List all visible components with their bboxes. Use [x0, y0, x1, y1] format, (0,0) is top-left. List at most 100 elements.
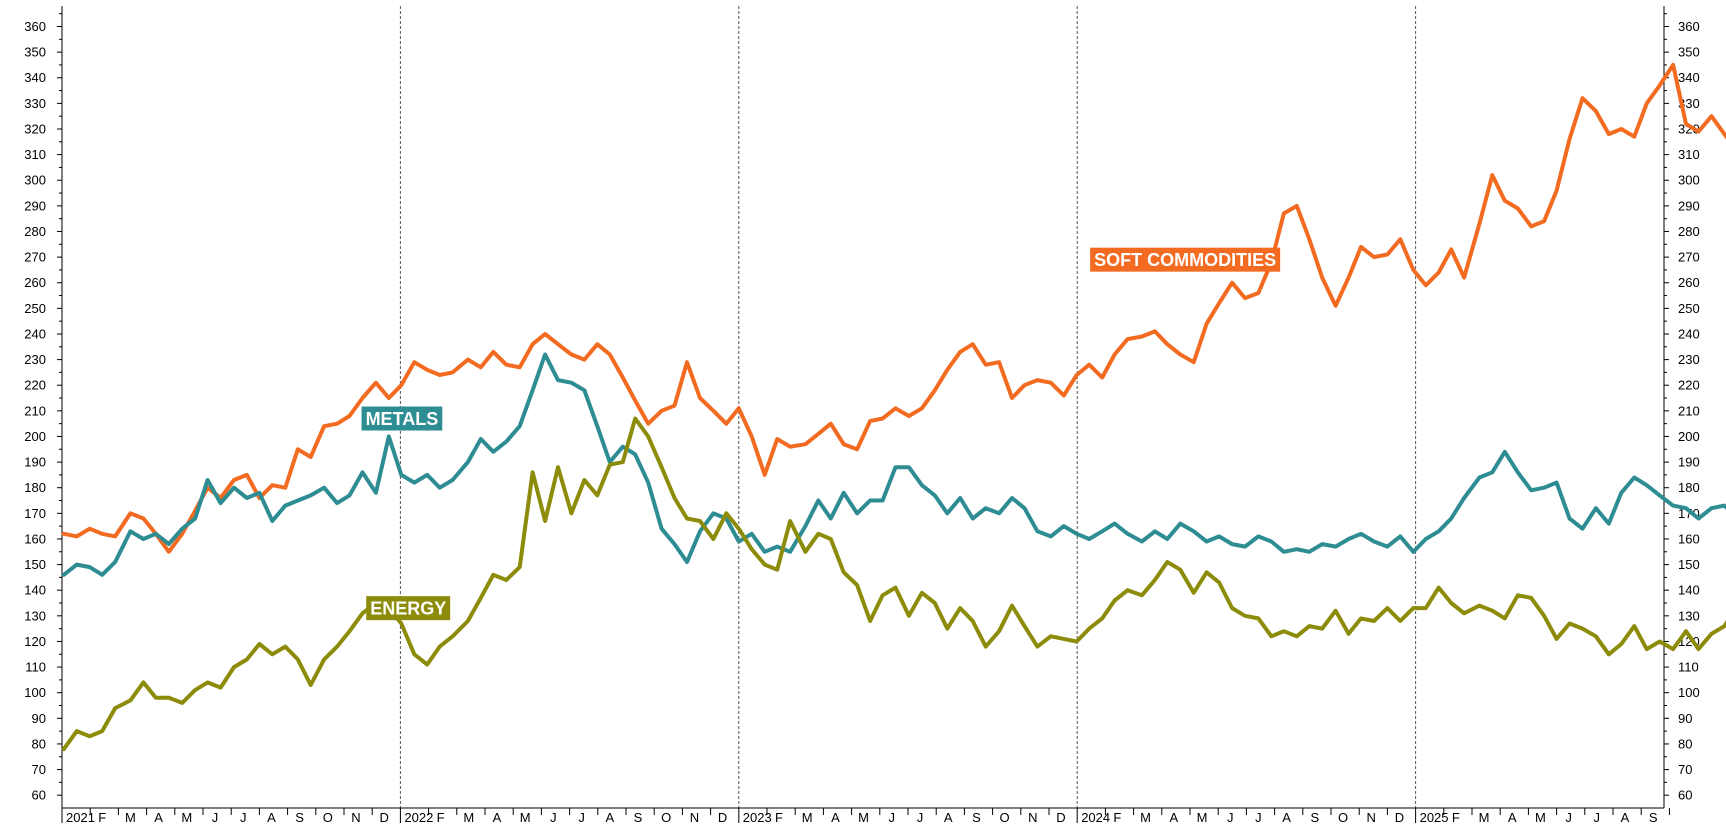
- x-tick-label: S: [1649, 810, 1658, 825]
- x-tick-label: A: [493, 810, 502, 825]
- x-tick-label: M: [1479, 810, 1490, 825]
- x-tick-label: A: [831, 810, 840, 825]
- x-tick-label: F: [98, 810, 106, 825]
- series-line-soft-commodities: [61, 62, 1726, 554]
- x-tick-label: M: [1535, 810, 1546, 825]
- x-tick-label: S: [1310, 810, 1319, 825]
- y-tick-label-left: 190: [24, 455, 46, 470]
- y-tick-label-left: 250: [24, 301, 46, 316]
- y-tick-label-right: 310: [1678, 147, 1700, 162]
- y-tick-label-right: 90: [1678, 711, 1692, 726]
- x-tick-label: J: [889, 810, 896, 825]
- y-tick-label-right: 300: [1678, 173, 1700, 188]
- x-tick-label: N: [351, 810, 360, 825]
- x-tick-label: 2025: [1420, 810, 1449, 825]
- x-tick-label: F: [1113, 810, 1121, 825]
- x-tick-label: F: [1452, 810, 1460, 825]
- x-tick-label: M: [125, 810, 136, 825]
- x-tick-label: J: [917, 810, 924, 825]
- x-tick-label: M: [1197, 810, 1208, 825]
- y-tick-label-right: 220: [1678, 378, 1700, 393]
- y-tick-label-right: 70: [1678, 762, 1692, 777]
- y-tick-label-left: 220: [24, 378, 46, 393]
- y-tick-label-left: 280: [24, 224, 46, 239]
- y-tick-label-right: 100: [1678, 685, 1700, 700]
- y-tick-label-left: 340: [24, 70, 46, 85]
- y-tick-label-right: 160: [1678, 531, 1700, 546]
- x-tick-label: M: [1140, 810, 1151, 825]
- y-tick-label-left: 170: [24, 506, 46, 521]
- x-tick-label: D: [1395, 810, 1404, 825]
- series-label-text: ENERGY: [370, 599, 446, 619]
- x-tick-label: A: [154, 810, 163, 825]
- x-tick-label: 2023: [743, 810, 772, 825]
- x-tick-label: J: [212, 810, 219, 825]
- y-tick-label-left: 330: [24, 96, 46, 111]
- y-tick-label-left: 100: [24, 685, 46, 700]
- y-tick-label-right: 320: [1678, 121, 1700, 136]
- y-tick-label-right: 290: [1678, 198, 1700, 213]
- x-tick-label: A: [944, 810, 953, 825]
- x-tick-label: M: [181, 810, 192, 825]
- y-tick-label-right: 80: [1678, 736, 1692, 751]
- x-tick-label: J: [1565, 810, 1572, 825]
- series-line-metals: [61, 352, 1726, 577]
- y-tick-label-right: 280: [1678, 224, 1700, 239]
- y-tick-label-left: 130: [24, 608, 46, 623]
- y-tick-label-left: 70: [32, 762, 46, 777]
- y-tick-label-left: 270: [24, 250, 46, 265]
- x-tick-label: 2021: [66, 810, 95, 825]
- series-label-text: METALS: [366, 409, 439, 429]
- x-tick-label: J: [578, 810, 585, 825]
- x-tick-label: M: [802, 810, 813, 825]
- series-line-energy: [61, 416, 1726, 752]
- series-label-box: [361, 406, 443, 431]
- x-tick-label: O: [1338, 810, 1348, 825]
- y-tick-label-right: 190: [1678, 455, 1700, 470]
- x-tick-label: M: [520, 810, 531, 825]
- y-tick-label-right: 260: [1678, 275, 1700, 290]
- y-tick-label-left: 150: [24, 557, 46, 572]
- y-tick-label-left: 160: [24, 531, 46, 546]
- y-tick-label-right: 140: [1678, 583, 1700, 598]
- x-tick-label: N: [1367, 810, 1376, 825]
- y-tick-label-right: 60: [1678, 788, 1692, 803]
- y-tick-label-left: 210: [24, 403, 46, 418]
- y-tick-label-left: 110: [25, 660, 46, 675]
- y-tick-label-right: 350: [1678, 45, 1700, 60]
- series-label-soft-commodities: SOFT COMMODITIES: [1090, 247, 1281, 272]
- y-tick-label-right: 360: [1678, 19, 1700, 34]
- y-tick-label-right: 240: [1678, 326, 1700, 341]
- x-tick-label: A: [1621, 810, 1630, 825]
- y-tick-label-right: 230: [1678, 352, 1700, 367]
- x-tick-label: J: [550, 810, 557, 825]
- x-tick-label: S: [972, 810, 981, 825]
- y-tick-label-left: 60: [32, 788, 46, 803]
- y-tick-label-left: 120: [24, 634, 46, 649]
- y-tick-label-left: 310: [24, 147, 46, 162]
- x-tick-label: A: [267, 810, 276, 825]
- x-tick-label: A: [1169, 810, 1178, 825]
- y-tick-label-left: 260: [24, 275, 46, 290]
- y-tick-label-right: 180: [1678, 480, 1700, 495]
- x-tick-label: N: [1028, 810, 1037, 825]
- y-tick-label-right: 270: [1678, 250, 1700, 265]
- x-tick-label: F: [775, 810, 783, 825]
- x-tick-label: S: [634, 810, 643, 825]
- x-tick-label: M: [858, 810, 869, 825]
- y-tick-label-right: 130: [1678, 608, 1700, 623]
- x-tick-label: A: [1508, 810, 1517, 825]
- x-tick-label: 2022: [404, 810, 433, 825]
- x-tick-label: O: [661, 810, 671, 825]
- x-tick-label: S: [295, 810, 304, 825]
- x-tick-label: D: [718, 810, 727, 825]
- series-labels: SOFT COMMODITIES METALS ENERGY: [361, 247, 1281, 621]
- y-tick-label-right: 110: [1678, 660, 1699, 675]
- x-tick-label: M: [463, 810, 474, 825]
- y-tick-label-left: 90: [32, 711, 46, 726]
- series-lines: [61, 62, 1726, 752]
- x-tick-label: 2024: [1081, 810, 1110, 825]
- y-tick-label-left: 230: [24, 352, 46, 367]
